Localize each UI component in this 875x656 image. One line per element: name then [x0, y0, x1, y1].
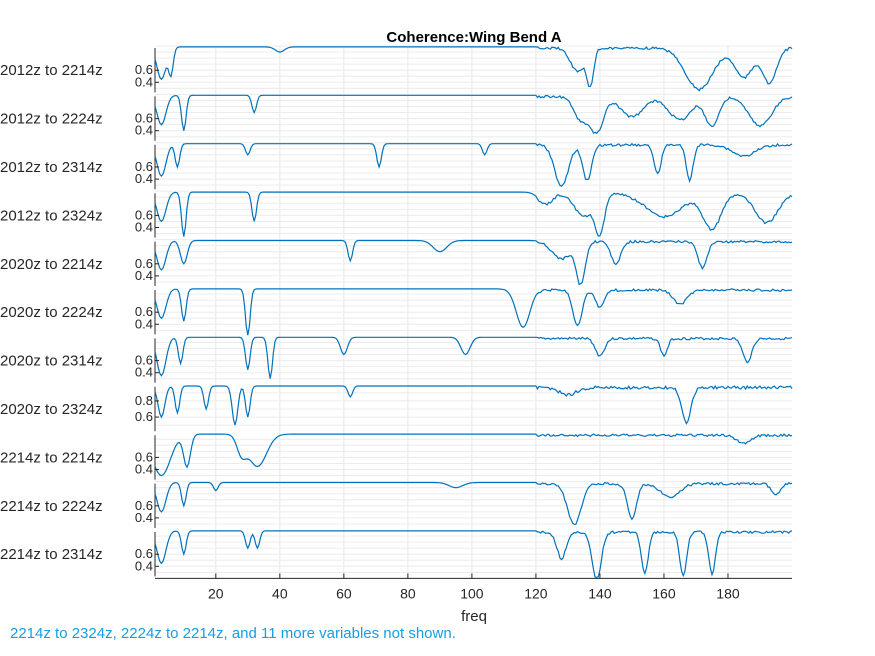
series-label: 2214z to 2314z	[0, 546, 103, 563]
series-line-8	[154, 384, 793, 426]
hidden-variables-note[interactable]: 2214z to 2324z, 2224z to 2214z, and 11 m…	[10, 625, 456, 642]
series-label: 2020z to 2214z	[0, 256, 103, 273]
y-tick-label: 0.6	[135, 207, 153, 222]
y-tick-label: 0.4	[135, 462, 153, 477]
series-line-10	[154, 481, 793, 525]
x-tick-label: 60	[336, 585, 352, 601]
x-tick-label: 20	[208, 585, 224, 601]
x-tick-label: 160	[652, 585, 676, 601]
series-label: 2020z to 2324z	[0, 401, 103, 418]
panel-5: 0.40.6 2020z to 2214z	[0, 239, 793, 288]
series-label: 2012z to 2224z	[0, 111, 103, 128]
y-tick-label: 0.6	[135, 498, 153, 513]
series-line-2	[154, 94, 793, 135]
y-tick-label: 0.4	[135, 74, 153, 89]
series-label: 2012z to 2214z	[0, 62, 103, 79]
y-tick-label: 0.6	[135, 546, 153, 561]
y-tick-label: 0.6	[135, 409, 153, 424]
y-tick-label: 0.4	[135, 316, 153, 331]
y-tick-label: 0.6	[135, 304, 153, 319]
y-tick-label: 0.6	[135, 449, 153, 464]
panel-4: 0.40.6 2012z to 2324z	[0, 190, 793, 240]
x-tick-label: 180	[716, 585, 740, 601]
y-tick-label: 0.4	[135, 365, 153, 380]
series-line-4	[154, 191, 793, 237]
y-tick-label: 0.6	[135, 111, 153, 126]
panel-6: 0.40.6 2020z to 2224z	[0, 287, 793, 337]
panel-7: 0.40.6 2020z to 2314z	[0, 336, 793, 385]
panel-1: 0.40.6 2012z to 2214z	[0, 45, 793, 95]
x-axis-label: freq	[461, 608, 487, 625]
y-tick-label: 0.4	[135, 220, 153, 235]
y-tick-label: 0.6	[135, 159, 153, 174]
series-line-9	[154, 433, 793, 477]
y-tick-label: 0.4	[135, 123, 153, 138]
series-label: 2012z to 2314z	[0, 159, 103, 176]
y-tick-label: 0.6	[135, 353, 153, 368]
y-tick-label: 0.4	[135, 171, 153, 186]
x-tick-label: 120	[524, 585, 548, 601]
y-tick-label: 0.6	[135, 62, 153, 77]
panel-2: 0.40.6 2012z to 2224z	[0, 93, 793, 143]
series-line-5	[154, 239, 793, 286]
x-tick-label: 140	[588, 585, 612, 601]
series-label: 2214z to 2224z	[0, 498, 103, 515]
x-axis: 20 40 60 80 100 120 140 160 180	[155, 573, 792, 601]
x-tick-label: 100	[460, 585, 484, 601]
series-line-3	[154, 142, 793, 187]
y-tick-label: 0.8	[135, 393, 153, 408]
series-line-11	[154, 530, 793, 578]
panel-3: 0.40.6 2012z to 2314z	[0, 142, 793, 192]
series-label: 2214z to 2214z	[0, 449, 103, 466]
y-tick-label: 0.4	[135, 510, 153, 525]
y-tick-label: 0.6	[135, 256, 153, 271]
panel-11: 0.40.6 2214z to 2314z	[0, 530, 793, 579]
panel-8: 0.60.8 2020z to 2324z	[0, 384, 793, 434]
chart-title: Coherence:Wing Bend A	[386, 29, 561, 46]
series-label: 2020z to 2314z	[0, 353, 103, 370]
x-tick-label: 40	[272, 585, 288, 601]
series-label: 2012z to 2324z	[0, 207, 103, 224]
series-line-7	[154, 336, 793, 379]
y-tick-label: 0.4	[135, 268, 153, 283]
panel-9: 0.40.6 2214z to 2214z	[0, 433, 793, 482]
series-line-1	[154, 46, 793, 92]
series-line-6	[154, 287, 793, 336]
y-tick-label: 0.4	[135, 558, 153, 573]
panel-10: 0.40.6 2214z to 2224z	[0, 481, 793, 530]
series-label: 2020z to 2224z	[0, 304, 103, 321]
x-tick-label: 80	[400, 585, 416, 601]
